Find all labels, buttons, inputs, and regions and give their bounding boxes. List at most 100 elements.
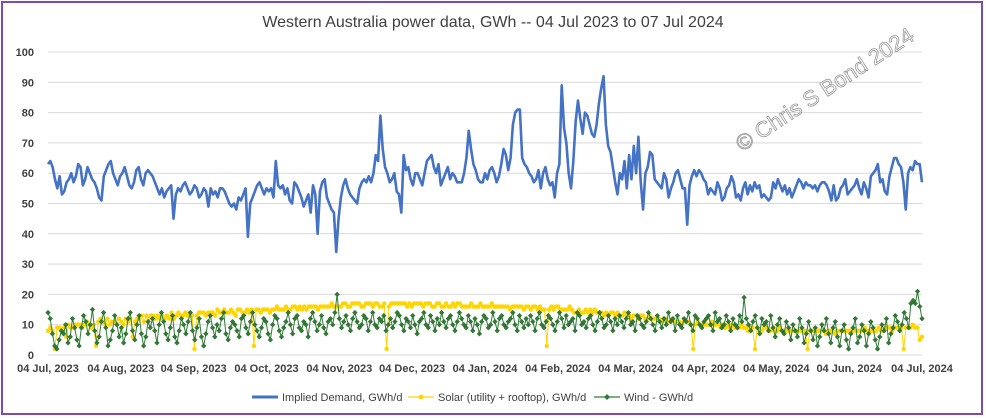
data-point <box>690 328 696 334</box>
data-point <box>476 331 483 337</box>
data-point <box>639 322 645 328</box>
data-point <box>770 325 776 331</box>
data-point <box>228 307 234 312</box>
data-point <box>294 312 300 319</box>
data-point <box>547 315 554 322</box>
data-point <box>140 343 147 349</box>
data-point <box>537 304 543 309</box>
data-point <box>119 319 124 324</box>
data-point <box>209 325 216 331</box>
data-point <box>258 325 265 331</box>
data-point <box>405 318 411 325</box>
data-point <box>445 315 451 322</box>
data-point <box>387 315 394 322</box>
data-point <box>526 304 531 309</box>
data-point <box>318 312 325 319</box>
data-point <box>49 331 56 337</box>
data-point <box>641 325 647 331</box>
data-point <box>372 322 378 328</box>
data-point <box>441 318 447 325</box>
data-point <box>541 325 547 331</box>
data-point <box>830 325 836 331</box>
data-point <box>358 322 365 328</box>
data-point <box>252 322 258 328</box>
data-point <box>427 312 434 319</box>
data-point <box>507 315 514 322</box>
data-point <box>147 325 153 331</box>
y-tick-label: 10 <box>22 320 34 332</box>
data-point <box>323 331 329 337</box>
data-point <box>728 328 734 334</box>
data-point <box>852 315 858 322</box>
data-point <box>305 334 311 340</box>
data-point <box>567 304 572 309</box>
data-point <box>407 325 414 331</box>
data-point <box>494 328 500 334</box>
data-point <box>203 331 209 337</box>
data-point <box>688 322 694 328</box>
data-point <box>919 334 925 340</box>
data-point <box>127 309 133 316</box>
data-point <box>543 318 549 325</box>
data-point <box>881 328 887 334</box>
data-point <box>236 334 242 340</box>
y-tick-label: 40 <box>22 229 34 241</box>
x-tick-label: 04 Mar, 2024 <box>598 363 664 375</box>
series-1 <box>46 74 924 254</box>
legend: Implied Demand, GWh/d Solar (utility + ro… <box>252 392 693 404</box>
data-point <box>610 328 616 334</box>
data-point <box>625 309 632 316</box>
data-point <box>612 315 618 322</box>
data-point <box>401 328 407 334</box>
data-point <box>699 325 705 331</box>
data-point <box>463 325 469 331</box>
data-point <box>363 315 369 322</box>
data-point <box>432 304 437 309</box>
data-point <box>165 337 171 343</box>
data-point <box>245 331 251 337</box>
data-point <box>776 315 783 322</box>
data-point <box>265 307 270 312</box>
data-point <box>120 340 127 346</box>
data-point <box>656 318 663 325</box>
data-point <box>725 318 732 325</box>
data-point <box>810 337 816 343</box>
legend-label: Implied Demand, GWh/d <box>282 392 402 404</box>
data-point <box>812 325 818 331</box>
data-point <box>356 325 363 331</box>
data-point <box>832 331 838 336</box>
data-point <box>164 313 170 318</box>
data-point <box>854 340 861 346</box>
data-point <box>430 318 436 325</box>
data-point <box>136 312 142 319</box>
data-point <box>241 312 247 319</box>
data-point <box>57 325 62 330</box>
data-point <box>382 301 387 306</box>
data-point <box>233 313 238 318</box>
data-point <box>521 325 527 331</box>
data-point <box>103 325 109 331</box>
data-point <box>861 328 867 334</box>
data-point <box>287 322 294 328</box>
data-point <box>315 307 321 312</box>
data-point <box>843 337 850 343</box>
data-point <box>640 313 646 318</box>
data-point <box>281 325 287 331</box>
data-point <box>685 309 692 316</box>
data-point <box>691 346 696 352</box>
data-point <box>443 301 449 306</box>
data-point <box>83 318 89 325</box>
data-point <box>545 312 552 319</box>
data-point <box>883 315 890 322</box>
data-point <box>721 322 727 328</box>
data-point <box>681 315 687 322</box>
data-point <box>661 315 667 322</box>
data-point <box>394 309 400 316</box>
data-point <box>478 318 485 325</box>
data-point <box>634 312 641 319</box>
data-point <box>719 325 725 331</box>
data-point <box>407 301 412 306</box>
data-point <box>461 322 467 328</box>
data-point <box>581 310 586 315</box>
data-point <box>89 306 96 313</box>
